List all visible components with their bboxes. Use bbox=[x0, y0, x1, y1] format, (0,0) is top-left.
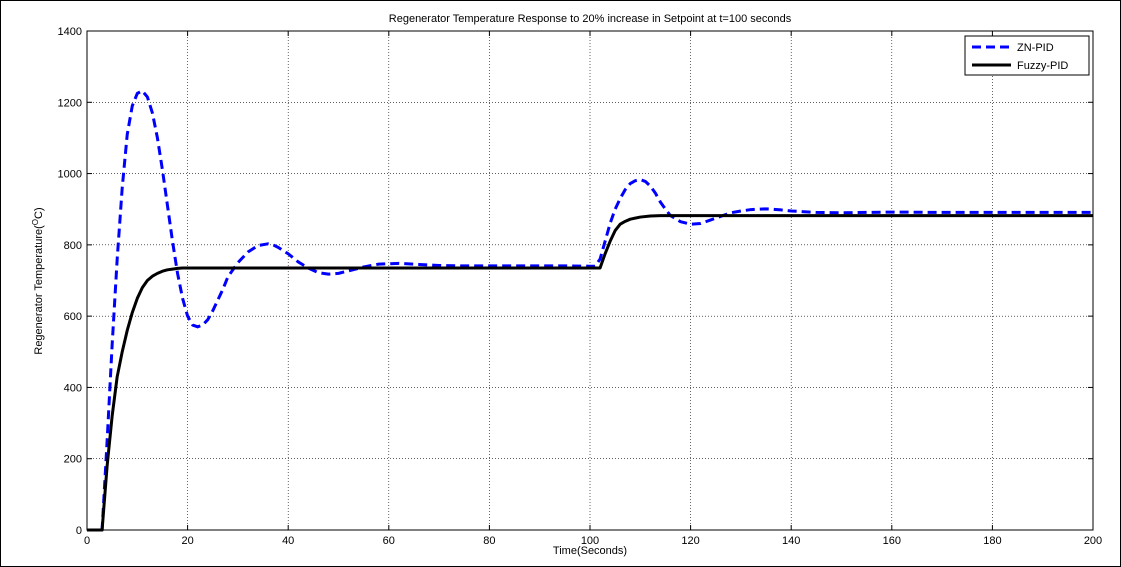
y-tick-label: 1200 bbox=[58, 97, 82, 109]
x-tick-label: 180 bbox=[983, 535, 1001, 547]
x-tick-label: 40 bbox=[282, 535, 294, 547]
svg-text:Regenerator Temperature(OC): Regenerator Temperature(OC) bbox=[31, 207, 45, 354]
y-axis-label-main: Regenerator Temperature( bbox=[33, 225, 45, 355]
y-tick-label: 800 bbox=[64, 240, 82, 252]
legend-label-zn-pid: ZN-PID bbox=[1017, 42, 1054, 54]
x-tick-label: 140 bbox=[782, 535, 800, 547]
x-tick-label: 80 bbox=[483, 535, 495, 547]
x-tick-label: 120 bbox=[681, 535, 699, 547]
legend: ZN-PID Fuzzy-PID bbox=[965, 36, 1089, 75]
y-tick-label: 400 bbox=[64, 382, 82, 394]
y-tick-label: 1400 bbox=[58, 26, 82, 38]
x-tick-label: 100 bbox=[581, 535, 599, 547]
y-tick-label: 200 bbox=[64, 454, 82, 466]
y-axis-label-unit: C) bbox=[33, 207, 45, 219]
x-tick-label: 0 bbox=[84, 535, 90, 547]
y-tick-label: 1000 bbox=[58, 169, 82, 181]
y-tick-label: 0 bbox=[76, 525, 82, 537]
y-axis-label: Regenerator Temperature(OC) bbox=[31, 207, 45, 354]
chart-title: Regenerator Temperature Response to 20% … bbox=[389, 13, 792, 25]
legend-label-fuzzy-pid: Fuzzy-PID bbox=[1017, 60, 1068, 72]
x-tick-label: 60 bbox=[383, 535, 395, 547]
x-tick-label: 200 bbox=[1084, 535, 1102, 547]
x-tick-label: 20 bbox=[181, 535, 193, 547]
x-tick-label: 160 bbox=[883, 535, 901, 547]
y-tick-label: 600 bbox=[64, 311, 82, 323]
